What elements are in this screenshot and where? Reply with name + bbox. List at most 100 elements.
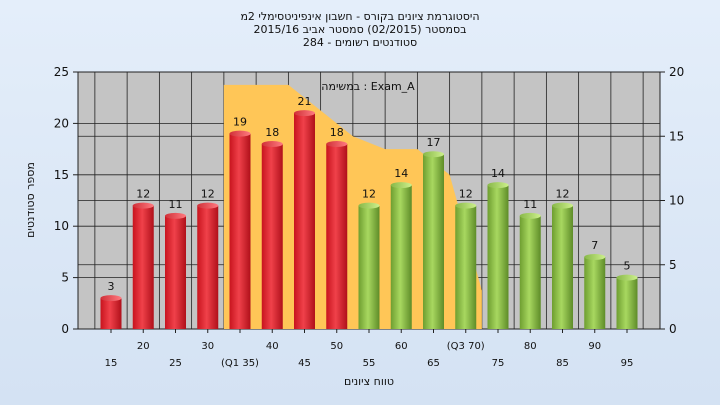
- bar-body: [326, 143, 348, 329]
- y-tick-label-right: 15: [669, 129, 684, 143]
- y-tick-label-left: 0: [61, 322, 69, 336]
- bars: [100, 110, 638, 330]
- x-tick-label-upper: 60: [395, 341, 408, 352]
- exam-annotation: במשימה : Exam_A: [321, 80, 415, 93]
- y-tick-label-left: 20: [54, 116, 69, 130]
- data-label-40: 18: [265, 126, 279, 139]
- y-axis-left-ticks: 0 5 10 15 20 25: [54, 65, 78, 336]
- x-tick-label-upper: 90: [588, 341, 601, 352]
- y-tick-label-left: 10: [54, 219, 69, 233]
- bar-cap: [165, 212, 186, 219]
- chart-title-block: היסטוגרמת ציונים בקורס - חשבון אינפיניטס…: [240, 10, 479, 49]
- bar-cap: [616, 274, 638, 281]
- y-tick-label-left: 5: [61, 271, 69, 285]
- bar-15: [100, 295, 122, 329]
- bar-cap: [132, 202, 154, 209]
- bar-cap: [261, 140, 283, 147]
- y-tick-label-right: 5: [669, 258, 677, 272]
- bar-body: [616, 277, 638, 329]
- bar-cap: [197, 202, 219, 209]
- x-tick-label-upper: 40: [266, 341, 279, 352]
- y-tick-label-left: 25: [54, 65, 69, 79]
- bar-cap: [455, 202, 477, 209]
- bar-45: [294, 110, 315, 330]
- bar-90: [584, 254, 606, 329]
- interquartile-band: [223, 84, 482, 329]
- chart-subtitle-registered: סטודנטים רשומים - 284: [303, 36, 417, 49]
- data-label-65: 17: [427, 136, 441, 149]
- x-axis-title: טווח ציונים: [344, 375, 394, 388]
- data-label-80: 11: [523, 198, 537, 211]
- x-axis-ticks-lower: 15 25 (Q1 35) 45 55 65 75 85 95: [105, 329, 634, 369]
- bar-cap: [552, 202, 573, 209]
- x-tick-label-upper: 20: [137, 341, 150, 352]
- bar-body: [519, 215, 541, 329]
- bar-body: [132, 205, 154, 329]
- x-tick-label-upper: 30: [201, 341, 214, 352]
- bar-body: [455, 205, 477, 329]
- data-label-75: 14: [491, 167, 505, 180]
- bar-body: [165, 215, 186, 329]
- bar-body: [487, 185, 509, 329]
- bar-body: [390, 185, 412, 329]
- x-tick-label-lower: 85: [556, 358, 569, 369]
- data-label-95: 5: [624, 260, 631, 273]
- data-label-85: 12: [556, 188, 570, 201]
- y-tick-label-right: 10: [669, 194, 684, 208]
- x-tick-label-lower: (Q1 35): [221, 358, 259, 369]
- bar-55: [358, 202, 380, 329]
- bar-body: [552, 205, 573, 329]
- data-label-50: 18: [330, 126, 344, 139]
- data-label-30: 12: [201, 188, 215, 201]
- bar-65: [423, 151, 444, 329]
- data-label-90: 7: [591, 239, 598, 252]
- bar-cap: [326, 140, 348, 147]
- data-label-55: 12: [362, 188, 376, 201]
- y-tick-label-left: 15: [54, 168, 69, 182]
- x-tick-label-upper: (Q3 70): [447, 341, 485, 352]
- bar-25: [165, 212, 186, 329]
- data-label-20: 12: [136, 188, 150, 201]
- x-tick-label-lower: 15: [105, 358, 118, 369]
- x-tick-label-lower: 95: [621, 358, 634, 369]
- x-tick-label-lower: 65: [427, 358, 440, 369]
- x-tick-label-upper: 50: [330, 341, 343, 352]
- bar-body: [197, 205, 219, 329]
- chart-title: היסטוגרמת ציונים בקורס - חשבון אינפיניטס…: [240, 10, 479, 23]
- bar-body: [100, 298, 122, 329]
- bar-cap: [100, 295, 122, 302]
- bar-35: [229, 130, 251, 329]
- chart-subtitle-semester: בסמסטר (02/2015) סמסטר אביב 2015/16: [253, 23, 466, 36]
- bar-body: [294, 113, 315, 330]
- bar-cap: [390, 182, 412, 189]
- bar-60: [390, 182, 412, 329]
- data-label-25: 11: [169, 198, 183, 211]
- bar-20: [132, 202, 154, 329]
- bar-50: [326, 140, 348, 329]
- bar-70: [455, 202, 477, 329]
- bar-body: [423, 154, 444, 329]
- data-label-35: 19: [233, 116, 247, 129]
- y-tick-label-right: 20: [669, 65, 684, 79]
- bar-30: [197, 202, 219, 329]
- bar-body: [261, 143, 283, 329]
- bar-40: [261, 140, 283, 329]
- y-tick-label-right: 0: [669, 322, 677, 336]
- bar-body: [229, 133, 251, 329]
- bar-cap: [519, 212, 541, 219]
- bar-body: [358, 205, 380, 329]
- bar-95: [616, 274, 638, 329]
- data-labels: 3 12 11 12 19 18 21 18 12 14 17 12 14 11 12 7 5: [108, 95, 631, 293]
- data-label-15: 3: [108, 280, 115, 293]
- y-axis-title: מספר סטודנטים: [24, 162, 37, 238]
- x-tick-label-lower: 25: [169, 358, 182, 369]
- x-tick-label-lower: 75: [492, 358, 505, 369]
- x-axis-ticks-upper: 20 30 40 50 60 (Q3 70) 80 90: [137, 329, 601, 352]
- bar-cap: [584, 254, 606, 261]
- bar-80: [519, 212, 541, 329]
- data-label-70: 12: [459, 188, 473, 201]
- x-tick-label-lower: 55: [363, 358, 376, 369]
- interquartile-band-area: [223, 84, 482, 329]
- bar-cap: [229, 130, 251, 137]
